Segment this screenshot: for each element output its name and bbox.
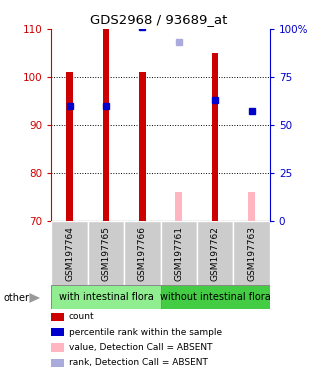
Text: GSM197766: GSM197766 [138, 226, 147, 281]
Text: GSM197762: GSM197762 [211, 226, 220, 281]
Text: rank, Detection Call = ABSENT: rank, Detection Call = ABSENT [69, 358, 208, 367]
Bar [161, 285, 270, 309]
Text: GSM197763: GSM197763 [247, 226, 256, 281]
Bar [161, 221, 197, 286]
Bar [88, 221, 124, 286]
Bar [197, 221, 233, 286]
Text: count: count [69, 312, 94, 321]
Bar [233, 221, 270, 286]
Bar [248, 192, 255, 221]
Bar [103, 29, 109, 221]
Text: value, Detection Call = ABSENT: value, Detection Call = ABSENT [69, 343, 213, 352]
Text: GSM197764: GSM197764 [65, 226, 74, 281]
Bar [51, 285, 161, 309]
Bar [175, 192, 182, 221]
Bar [212, 53, 218, 221]
Text: with intestinal flora: with intestinal flora [59, 292, 153, 302]
Text: other: other [3, 293, 29, 303]
Bar [66, 72, 73, 221]
Text: percentile rank within the sample: percentile rank within the sample [69, 328, 222, 337]
Bar [51, 221, 88, 286]
Bar [139, 72, 146, 221]
Text: GSM197761: GSM197761 [174, 226, 183, 281]
Text: GSM197765: GSM197765 [101, 226, 111, 281]
Polygon shape [29, 293, 40, 303]
Bar [124, 221, 161, 286]
Text: GDS2968 / 93689_at: GDS2968 / 93689_at [90, 13, 228, 26]
Text: without intestinal flora: without intestinal flora [160, 292, 270, 302]
